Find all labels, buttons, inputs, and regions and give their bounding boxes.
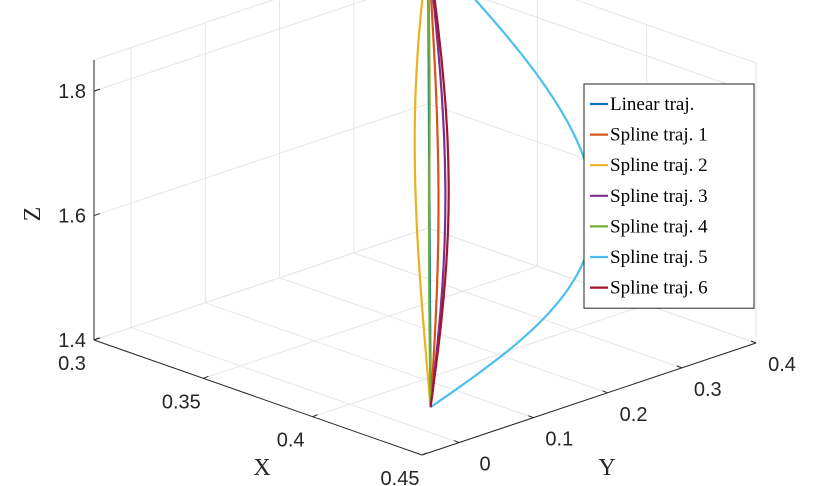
tick-labels: 0.3 0.35 0.4 0.45 0 0.1 0.2 0.3 0.4 1.4 1.6 1.8 (58, 81, 796, 486)
legend: Linear traj. Spline traj. 1 Spline traj. 2… (583, 83, 755, 309)
legend-label: Spline traj. 2 (610, 155, 708, 176)
legend-label: Spline traj. 4 (610, 216, 708, 237)
y-axis-label: Y (598, 455, 615, 481)
grid-line (574, 0, 757, 64)
grid-line (203, 265, 538, 379)
x-tick (312, 414, 318, 418)
y-tick (453, 440, 460, 444)
grid-line (93, 103, 429, 217)
grid-line (93, 227, 429, 341)
series-line (429, 0, 440, 408)
series-lines (413, 0, 596, 409)
x-tick-label: 0.45 (381, 468, 420, 486)
x-tick-label: 0.4 (277, 430, 305, 452)
series-line (429, 0, 450, 408)
x-axis-label: X (253, 455, 270, 481)
grid-line (93, 0, 368, 92)
series-line (429, 0, 447, 408)
z-tick-label: 1.4 (58, 330, 86, 352)
legend-label: Spline traj. 3 (610, 186, 708, 207)
x-tick-label: 0.35 (162, 391, 201, 413)
y-tick-label: 0 (480, 454, 491, 476)
z-tick-label: 1.8 (58, 81, 86, 103)
grid-line (130, 327, 460, 444)
y-tick (676, 365, 682, 369)
axes (93, 60, 757, 456)
x-tick (203, 375, 209, 379)
y-tick-label: 0.4 (768, 354, 796, 376)
grid-line (93, 0, 275, 61)
legend-label: Spline traj. 6 (610, 278, 708, 299)
y-tick-label: 0.3 (694, 379, 722, 401)
grid-line (486, 0, 757, 95)
y-axis-line (421, 342, 757, 456)
grid-line (205, 302, 534, 419)
series-line (427, 0, 432, 408)
grid-line (312, 304, 647, 418)
y-tick (528, 415, 534, 419)
y-tick (602, 390, 608, 394)
x-tick (421, 452, 428, 456)
z-tick (93, 88, 101, 92)
y-tick (750, 340, 757, 344)
grid-line (353, 252, 682, 369)
legend-label: Spline traj. 1 (610, 125, 708, 146)
z-tick-label: 1.6 (58, 206, 86, 228)
z-axis-label: Z (20, 207, 46, 222)
series-line (429, 0, 596, 409)
legend-label: Linear traj. (610, 94, 694, 115)
series-line (413, 0, 432, 408)
x-axis-line (93, 339, 423, 456)
x-tick-label: 0.3 (58, 353, 86, 375)
z-tick (93, 213, 101, 217)
legend-box (583, 83, 755, 309)
y-tick-label: 0.1 (545, 429, 573, 451)
legend-label: Spline traj. 5 (610, 247, 708, 268)
z-tick (93, 337, 101, 341)
y-tick-label: 0.2 (620, 404, 648, 426)
grid-line (279, 277, 608, 394)
